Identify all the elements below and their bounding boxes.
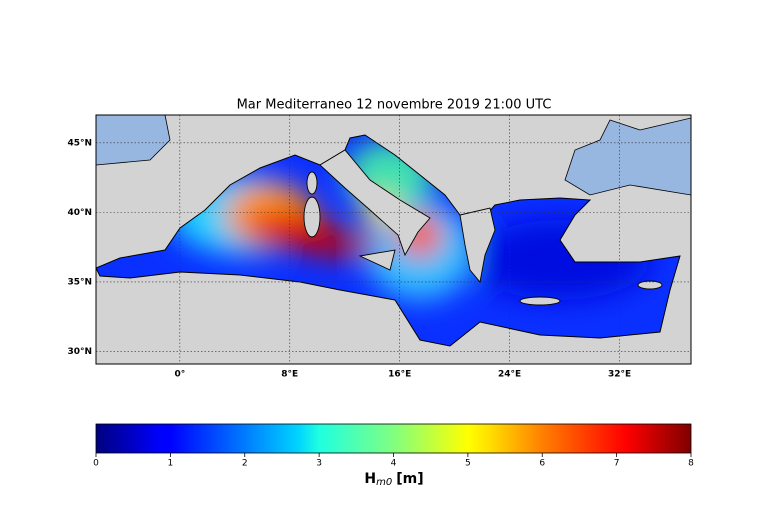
lat-tick-label: 30°N — [67, 347, 92, 357]
map-title: Mar Mediterraneo 12 novembre 2019 21:00 … — [237, 98, 552, 113]
atlantic — [96, 115, 171, 166]
lon-tick-label: 16°E — [388, 370, 411, 380]
islands — [303, 149, 663, 306]
colorbar-tick-label: 3 — [316, 459, 322, 469]
colorbar — [95, 423, 692, 454]
colorbar-label: Hm0 [m] — [364, 471, 423, 488]
label-symbol: H — [364, 471, 376, 487]
label-unit: [m] — [396, 471, 423, 487]
colorbar-tick-label: 1 — [168, 459, 174, 469]
colorbar-tick-label: 8 — [688, 459, 694, 469]
lon-tick-label: 0° — [174, 370, 185, 380]
black-sea — [564, 117, 691, 196]
lon-tick-label: 8°E — [281, 370, 298, 380]
lat-tick-label: 45°N — [67, 138, 92, 148]
lat-tick-label: 40°N — [67, 208, 92, 218]
lon-tick-label: 32°E — [608, 370, 631, 380]
colorbar-tick-label: 7 — [614, 459, 620, 469]
map — [96, 115, 691, 364]
colorbar-tick-label: 6 — [539, 459, 545, 469]
lat-tick-label: 35°N — [67, 277, 92, 287]
label-subscript: m0 — [376, 477, 392, 488]
colorbar-tick-label: 4 — [391, 459, 397, 469]
colorbar-tick-label: 2 — [242, 459, 248, 469]
lon-tick-label: 24°E — [498, 370, 521, 380]
colorbar-tick-label: 5 — [465, 459, 471, 469]
map-frame — [95, 114, 692, 365]
colorbar-tick-label: 0 — [93, 459, 99, 469]
